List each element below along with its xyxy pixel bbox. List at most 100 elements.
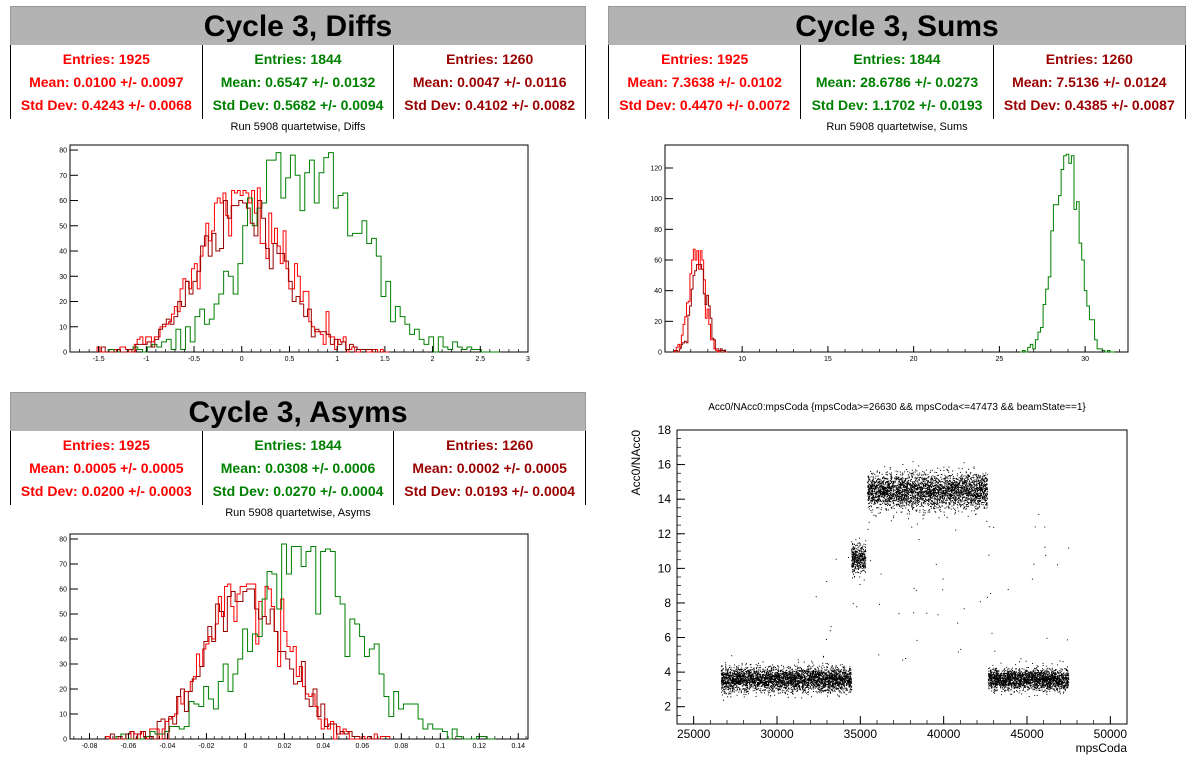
- scatter-cluster: [851, 537, 867, 585]
- y-tick-label: 30: [59, 662, 67, 669]
- y-tick-label: 20: [59, 299, 67, 306]
- scatter-cluster: [867, 461, 988, 523]
- histogram-line: [108, 152, 501, 353]
- x-tick-label: 30: [1081, 356, 1089, 363]
- y-axis-label: Acc0/NAcc0: [629, 430, 643, 496]
- stat-mean: Mean: 0.0047 +/- 0.0116: [412, 73, 567, 90]
- stat-mean: Mean: 7.3638 +/- 0.0102: [627, 73, 782, 90]
- x-tick-label: -0.5: [188, 356, 200, 363]
- stat-entries: Entries: 1844: [254, 436, 342, 453]
- histogram-line: [100, 200, 384, 353]
- y-tick-label: 40: [654, 288, 662, 295]
- y-tick-label: 2: [664, 700, 671, 714]
- x-tick-label: 10: [738, 356, 746, 363]
- stat-mean: Mean: 0.6547 +/- 0.0132: [220, 73, 376, 90]
- plot-frame: [69, 144, 529, 353]
- x-tick-label: 50000: [1094, 727, 1128, 741]
- y-tick-label: 4: [664, 665, 671, 679]
- y-tick-label: 8: [664, 596, 671, 610]
- x-tick-label: 25000: [677, 727, 711, 741]
- x-tick-label: 1.5: [380, 356, 390, 363]
- y-tick-label: 70: [59, 173, 67, 180]
- histogram-series: [672, 264, 728, 353]
- y-tick-label: 12: [658, 527, 672, 541]
- x-tick-label: 2.5: [475, 356, 485, 363]
- histogram-line: [1019, 153, 1116, 353]
- y-tick-label: 60: [59, 587, 67, 594]
- x-tick-label: 0.1: [435, 743, 445, 750]
- x-tick-label: 3: [526, 356, 530, 363]
- stat-std: Std Dev: 1.1702 +/- 0.0193: [811, 97, 983, 114]
- x-tick-label: 0: [243, 743, 247, 750]
- histogram-series: [100, 200, 384, 353]
- stat-std: Std Dev: 0.0200 +/- 0.0003: [20, 483, 192, 500]
- x-tick-label: 25: [995, 356, 1003, 363]
- scatter-plot: 25000 30000 35000 40000 45000 50000 2 4 6 8 10 12 14…: [629, 423, 1128, 755]
- y-tick-label: 60: [59, 198, 67, 205]
- diffs-stats-box: Entries: 1925 Mean: 0.0100 +/- 0.0097 St…: [10, 45, 586, 119]
- x-tick-label: 2: [431, 356, 435, 363]
- x-tick-label: 0.02: [278, 743, 292, 750]
- scatter-cluster: [720, 655, 853, 701]
- x-tick-label: 1: [335, 356, 339, 363]
- stat-std: Std Dev: 0.0193 +/- 0.0004: [404, 483, 576, 500]
- histogram-series: [109, 588, 384, 740]
- stat-mean: Mean: 28.6786 +/- 0.0273: [815, 73, 979, 90]
- x-tick-label: 30000: [760, 727, 794, 741]
- stat-mean: Mean: 7.5136 +/- 0.0124: [1012, 73, 1167, 90]
- x-tick-label: 0.14: [511, 743, 525, 750]
- sums-subtitle: Run 5908 quartetwise, Sums: [826, 121, 968, 133]
- y-tick-label: 50: [59, 223, 67, 230]
- y-tick-label: 14: [658, 492, 672, 506]
- diffs-stat-red: Entries: 1925 Mean: 0.0100 +/- 0.0097 St…: [11, 45, 203, 119]
- stat-entries: Entries: 1260: [1045, 50, 1133, 67]
- stat-entries: Entries: 1925: [62, 50, 150, 67]
- x-tick-label: 35000: [844, 727, 878, 741]
- histogram-line: [115, 543, 497, 740]
- y-tick-label: 40: [59, 249, 67, 256]
- x-tick-label: 0: [240, 356, 244, 363]
- plot-frame: [664, 144, 1129, 353]
- asyms-histogram: -0.08 -0.06 -0.04 -0.02 0 0.02 0.04 0.06 0.08 0.1…: [59, 533, 529, 750]
- y-tick-label: 0: [63, 350, 67, 357]
- stat-std: Std Dev: 0.4102 +/- 0.0082: [404, 97, 576, 114]
- histogram-line: [109, 588, 384, 740]
- x-tick-label: -0.06: [120, 743, 136, 750]
- stat-entries: Entries: 1844: [853, 50, 941, 67]
- y-tick-label: 80: [654, 227, 662, 234]
- y-tick-label: 6: [664, 631, 671, 645]
- asyms-stat-dark: Entries: 1260 Mean: 0.0002 +/- 0.0005 St…: [394, 431, 585, 505]
- stat-std: Std Dev: 0.4243 +/- 0.0068: [20, 97, 192, 114]
- scatter-points: [720, 461, 1070, 701]
- sums-title: Cycle 3, Sums: [608, 6, 1186, 46]
- stat-std: Std Dev: 0.0270 +/- 0.0004: [212, 483, 384, 500]
- stat-std: Std Dev: 0.4385 +/- 0.0087: [1003, 97, 1175, 114]
- histogram-series: [108, 152, 501, 353]
- stat-std: Std Dev: 0.4470 +/- 0.0072: [619, 97, 791, 114]
- sums-stat-red: Entries: 1925 Mean: 7.3638 +/- 0.0102 St…: [609, 45, 802, 119]
- asyms-stat-green: Entries: 1844 Mean: 0.0308 +/- 0.0006 St…: [203, 431, 395, 505]
- y-tick-label: 18: [658, 423, 672, 437]
- x-tick-label: 20: [910, 356, 918, 363]
- histogram-series: [115, 543, 497, 740]
- y-tick-label: 20: [59, 687, 67, 694]
- stat-entries: Entries: 1260: [446, 50, 534, 67]
- diffs-stat-green: Entries: 1844 Mean: 0.6547 +/- 0.0132 St…: [203, 45, 395, 119]
- y-tick-label: 0: [658, 350, 662, 357]
- y-tick-label: 10: [59, 324, 67, 331]
- diffs-stat-dark: Entries: 1260 Mean: 0.0047 +/- 0.0116 St…: [394, 45, 585, 119]
- scatter-title: Acc0/NAcc0:mpsCoda {mpsCoda>=26630 && mp…: [708, 402, 1086, 413]
- stat-mean: Mean: 0.0005 +/- 0.0005: [29, 459, 184, 476]
- x-tick-label: 0.04: [317, 743, 331, 750]
- stat-entries: Entries: 1925: [62, 436, 150, 453]
- y-tick-label: 60: [654, 258, 662, 265]
- y-tick-label: 30: [59, 274, 67, 281]
- plot-frame: [69, 533, 529, 740]
- y-tick-label: 100: [650, 196, 662, 203]
- y-tick-label: 0: [63, 737, 67, 744]
- y-tick-label: 16: [658, 458, 672, 472]
- y-tick-label: 40: [59, 637, 67, 644]
- x-tick-label: -1: [143, 356, 149, 363]
- stat-entries: Entries: 1925: [661, 50, 749, 67]
- histogram-line: [672, 264, 728, 353]
